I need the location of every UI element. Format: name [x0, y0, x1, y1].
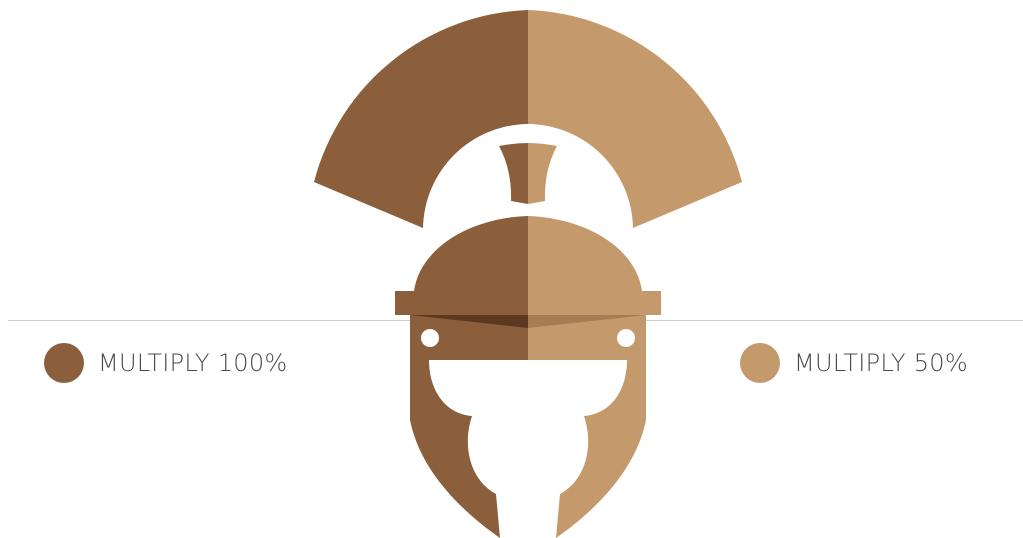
crest-stem-left — [499, 143, 528, 204]
visor-shadow-right — [528, 315, 646, 328]
face-right — [528, 315, 646, 538]
legend-multiply-100: MULTIPLY 100% — [44, 341, 288, 385]
eye-left — [421, 329, 439, 347]
visor-shadow — [410, 315, 528, 328]
crest-stem-right — [528, 143, 557, 204]
legend-multiply-50: MULTIPLY 50% — [740, 341, 968, 385]
swatch-dark — [44, 343, 84, 383]
legend-label-left: MULTIPLY 100% — [98, 349, 288, 377]
brim-left — [395, 291, 528, 315]
crest-left — [314, 10, 528, 228]
brim-right — [528, 291, 661, 315]
legend-label-right: MULTIPLY 50% — [794, 349, 968, 377]
crest-right — [528, 10, 742, 228]
face-left — [410, 315, 528, 538]
dome-left — [414, 216, 528, 291]
eye-right — [617, 329, 635, 347]
swatch-light — [740, 343, 780, 383]
dome-right — [528, 216, 642, 291]
